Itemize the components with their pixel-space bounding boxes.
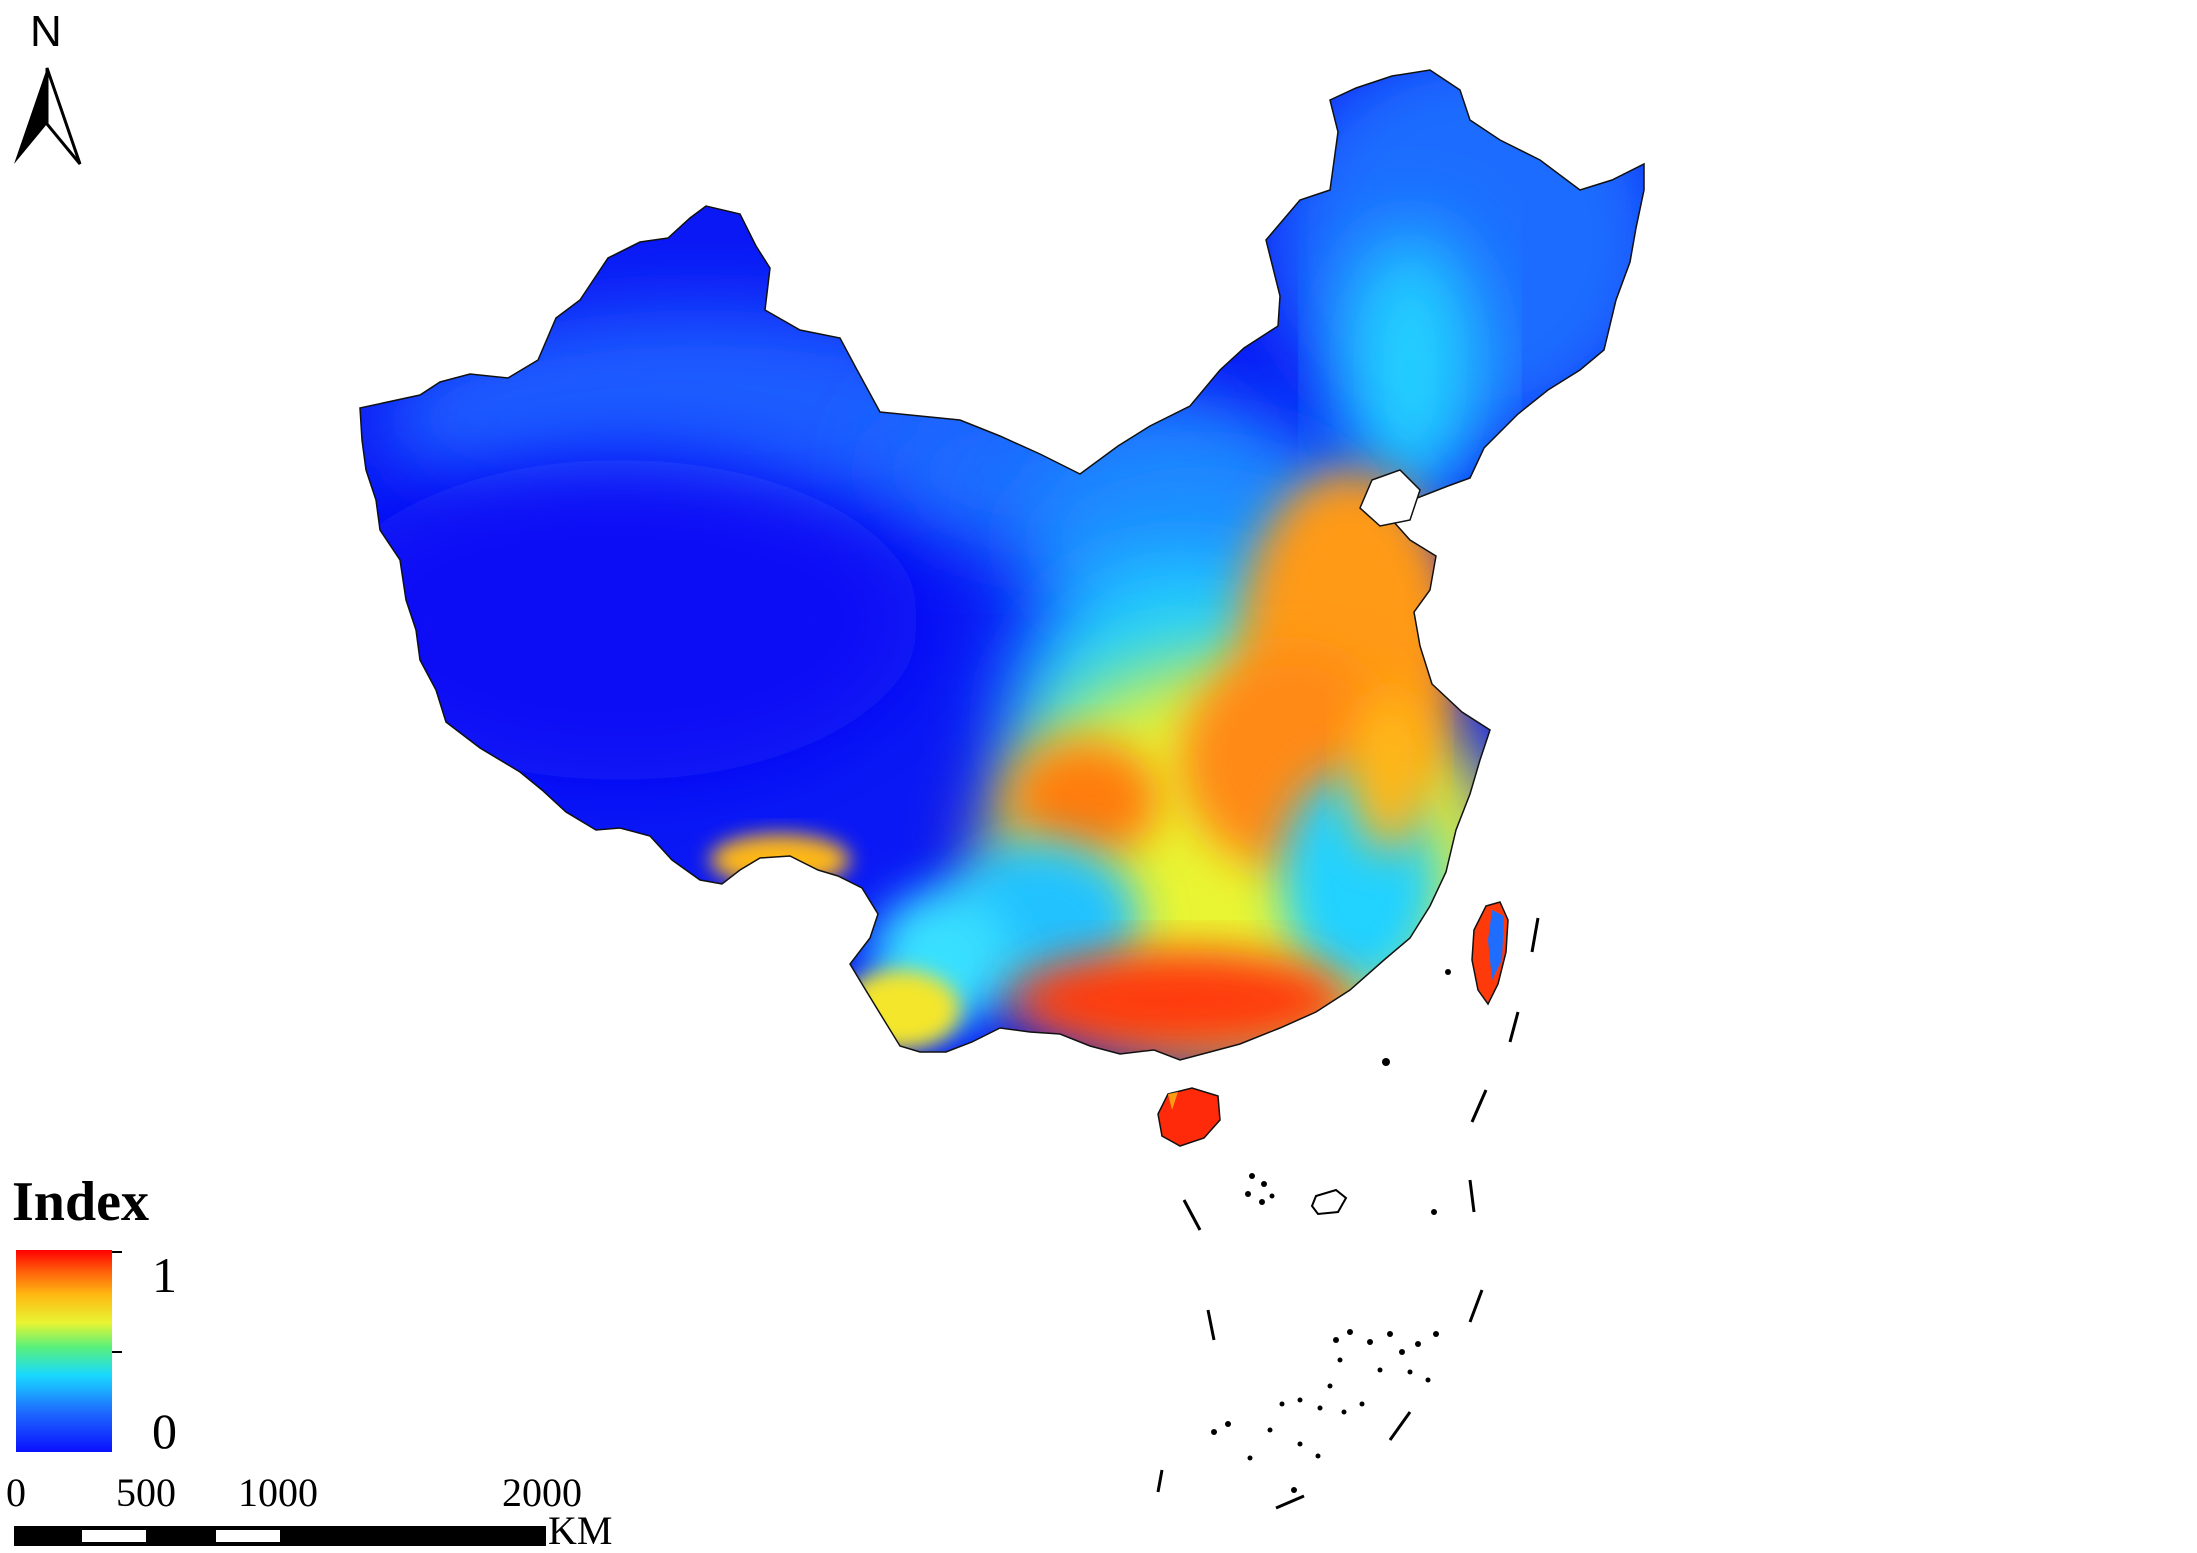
island	[1259, 1199, 1265, 1205]
raster-southwest-border	[840, 970, 960, 1050]
island	[1425, 1377, 1431, 1383]
south-sea-islands	[1211, 969, 1451, 1493]
scale-label-500: 500	[116, 1470, 176, 1515]
scale-bar-segment-white	[82, 1530, 146, 1542]
island	[1415, 1341, 1421, 1347]
north-arrow-left-half	[14, 68, 47, 164]
island	[1261, 1181, 1267, 1187]
boundary-dash	[1156, 1469, 1164, 1493]
island	[1382, 1058, 1390, 1066]
legend: Index 1 0	[12, 1171, 177, 1459]
island	[1297, 1441, 1303, 1447]
island	[1327, 1383, 1333, 1389]
island	[1317, 1405, 1323, 1411]
index-raster	[360, 70, 1644, 1060]
boundary-dash	[1468, 1289, 1484, 1323]
island	[1291, 1487, 1297, 1493]
island	[1341, 1409, 1347, 1415]
boundary-dash	[1508, 1011, 1520, 1043]
island	[1245, 1191, 1251, 1197]
legend-max-label: 1	[152, 1247, 177, 1303]
island	[1359, 1401, 1365, 1407]
island	[1333, 1337, 1339, 1343]
legend-color-ramp	[16, 1250, 112, 1452]
island	[1407, 1369, 1413, 1375]
island	[1315, 1453, 1321, 1459]
scale-label-1000: 1000	[238, 1470, 318, 1515]
raster-yangtze-delta	[1350, 690, 1430, 850]
island	[1445, 969, 1451, 975]
island	[1347, 1329, 1353, 1335]
north-label: N	[30, 7, 62, 56]
island-outline	[1310, 1188, 1348, 1216]
boundary-dash	[1468, 1179, 1476, 1213]
north-arrow-right-half	[45, 67, 82, 165]
island	[1433, 1331, 1439, 1337]
raster-south-tibet-valley	[710, 834, 850, 886]
island	[1269, 1193, 1275, 1199]
boundary-dash	[1470, 1089, 1488, 1123]
boundary-dash	[1530, 917, 1540, 953]
island	[1337, 1357, 1343, 1363]
island	[1431, 1209, 1437, 1215]
island	[1297, 1397, 1303, 1403]
island	[1267, 1427, 1273, 1433]
boundary-dash	[1388, 1411, 1412, 1441]
scale-bar-segment-white	[216, 1530, 280, 1542]
raster-northeast-plain	[1340, 230, 1480, 510]
scale-label-0: 0	[6, 1470, 26, 1515]
north-arrow: N	[14, 7, 82, 165]
island	[1399, 1349, 1405, 1355]
raster-south-belt	[1010, 950, 1350, 1050]
island	[1279, 1401, 1285, 1407]
island	[1249, 1173, 1255, 1179]
scale-bar: 0 500 1000 2000 KM	[6, 1470, 612, 1553]
south-sea-boundary	[1156, 917, 1540, 1510]
island	[1211, 1429, 1217, 1435]
taiwan-mountains	[1488, 910, 1504, 980]
island	[1377, 1367, 1383, 1373]
island	[1387, 1331, 1393, 1337]
island	[1225, 1421, 1231, 1427]
boundary-dash	[1182, 1199, 1202, 1231]
scale-label-2000: 2000	[502, 1470, 582, 1515]
legend-title: Index	[12, 1171, 149, 1233]
hainan-island	[1157, 1087, 1221, 1147]
raster-sichuan-basin	[1010, 740, 1160, 860]
china-map	[359, 69, 1645, 1510]
island	[1367, 1339, 1373, 1345]
bohai-sea	[1359, 469, 1421, 527]
scale-unit: KM	[548, 1508, 612, 1553]
boundary-dash	[1275, 1494, 1305, 1510]
boundary-dash	[1206, 1309, 1216, 1341]
hainan-detail	[1168, 1092, 1178, 1110]
legend-min-label: 0	[152, 1403, 177, 1459]
island	[1247, 1455, 1253, 1461]
raster-tibet-plateau	[360, 460, 920, 780]
